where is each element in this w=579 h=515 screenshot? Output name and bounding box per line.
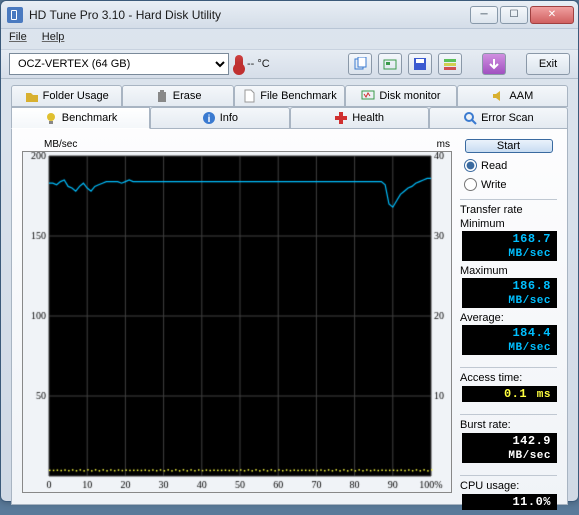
save-button[interactable] bbox=[408, 53, 432, 75]
average-value: 184.4 MB/sec bbox=[462, 325, 557, 355]
trash-icon bbox=[155, 89, 169, 103]
speaker-icon bbox=[491, 89, 505, 103]
bulb-icon bbox=[44, 111, 58, 125]
tab-disk-monitor[interactable]: Disk monitor bbox=[345, 85, 456, 107]
refresh-button[interactable] bbox=[482, 53, 506, 75]
plus-icon bbox=[334, 111, 348, 125]
y-right-label: ms bbox=[437, 139, 450, 150]
minimize-button[interactable]: ─ bbox=[470, 6, 498, 24]
exit-button[interactable]: Exit bbox=[526, 53, 570, 75]
options-button[interactable] bbox=[438, 53, 462, 75]
copy-info-button[interactable] bbox=[348, 53, 372, 75]
thermometer-icon bbox=[235, 55, 243, 73]
app-icon bbox=[7, 7, 23, 23]
toolbar: OCZ-VERTEX (64 GB) -- °C Exit bbox=[1, 49, 578, 79]
drive-select[interactable]: OCZ-VERTEX (64 GB) bbox=[9, 53, 229, 75]
access-time-title: Access time: bbox=[460, 372, 557, 384]
window-title: HD Tune Pro 3.10 - Hard Disk Utility bbox=[29, 8, 470, 22]
tab-label: Benchmark bbox=[62, 112, 118, 124]
cpu-usage-value: 11.0% bbox=[462, 494, 557, 510]
burst-rate-title: Burst rate: bbox=[460, 419, 557, 431]
tab-label: Info bbox=[220, 112, 238, 124]
temperature-value: -- °C bbox=[247, 58, 270, 70]
menubar: File Help bbox=[1, 29, 578, 49]
tab-label: File Benchmark bbox=[260, 90, 336, 102]
folder-icon bbox=[25, 89, 39, 103]
y-left-label: MB/sec bbox=[44, 139, 77, 150]
tab-info[interactable]: i Info bbox=[150, 107, 289, 129]
tab-label: AAM bbox=[509, 90, 533, 102]
tab-label: Folder Usage bbox=[43, 90, 109, 102]
start-button[interactable]: Start bbox=[465, 139, 553, 153]
copy-screenshot-button[interactable] bbox=[378, 53, 402, 75]
tab-erase[interactable]: Erase bbox=[122, 85, 233, 107]
average-label: Average: bbox=[460, 312, 557, 324]
minimum-value: 168.7 MB/sec bbox=[462, 231, 557, 261]
maximum-label: Maximum bbox=[460, 265, 557, 277]
tab-label: Disk monitor bbox=[379, 90, 440, 102]
monitor-icon bbox=[361, 89, 375, 103]
maximum-value: 186.8 MB/sec bbox=[462, 278, 557, 308]
transfer-rate-title: Transfer rate bbox=[460, 204, 557, 216]
read-label[interactable]: Read bbox=[481, 160, 507, 172]
tab-label: Erase bbox=[173, 90, 202, 102]
tab-health[interactable]: Health bbox=[290, 107, 429, 129]
access-time-value: 0.1 ms bbox=[462, 386, 557, 402]
tab-benchmark[interactable]: Benchmark bbox=[11, 107, 150, 129]
tab-error-scan[interactable]: Error Scan bbox=[429, 107, 568, 129]
tab-label: Error Scan bbox=[481, 112, 534, 124]
read-radio[interactable] bbox=[464, 159, 477, 172]
maximize-button[interactable]: ☐ bbox=[500, 6, 528, 24]
cpu-usage-title: CPU usage: bbox=[460, 480, 557, 492]
write-radio[interactable] bbox=[464, 178, 477, 191]
file-icon bbox=[242, 89, 256, 103]
tab-label: Health bbox=[352, 112, 384, 124]
minimum-label: Minimum bbox=[460, 218, 557, 230]
benchmark-panel: MB/sec ms Start Read Write Transfer rate… bbox=[11, 129, 568, 505]
search-icon bbox=[463, 111, 477, 125]
tab-file-benchmark[interactable]: File Benchmark bbox=[234, 85, 345, 107]
burst-rate-value: 142.9 MB/sec bbox=[462, 433, 557, 463]
menu-help[interactable]: Help bbox=[42, 31, 77, 43]
info-icon: i bbox=[202, 111, 216, 125]
tab-aam[interactable]: AAM bbox=[457, 85, 568, 107]
titlebar: HD Tune Pro 3.10 - Hard Disk Utility ─ ☐… bbox=[1, 1, 578, 29]
tab-folder-usage[interactable]: Folder Usage bbox=[11, 85, 122, 107]
menu-file[interactable]: File bbox=[9, 31, 39, 43]
benchmark-chart bbox=[22, 151, 452, 493]
close-button[interactable]: ✕ bbox=[530, 6, 574, 24]
write-label[interactable]: Write bbox=[481, 179, 506, 191]
svg-text:i: i bbox=[207, 114, 210, 125]
